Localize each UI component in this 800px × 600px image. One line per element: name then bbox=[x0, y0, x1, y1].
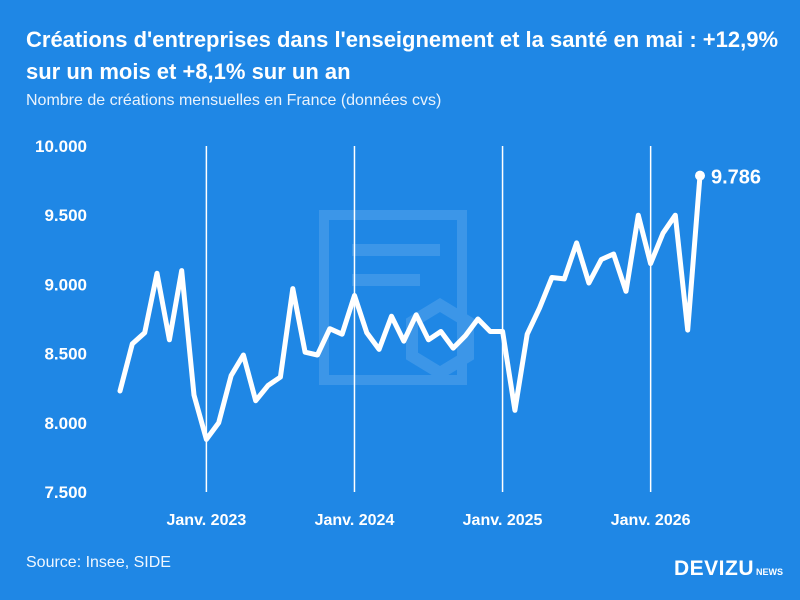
y-tick-label: 8.000 bbox=[44, 414, 87, 433]
y-tick-label: 9.000 bbox=[44, 275, 87, 294]
last-data-point bbox=[695, 170, 705, 181]
source-note: Source: Insee, SIDE bbox=[26, 554, 171, 571]
logo-main-text: DEVIZU bbox=[674, 557, 755, 580]
y-tick-label: 10.000 bbox=[35, 137, 87, 156]
x-tick-label: Janv. 2026 bbox=[611, 512, 691, 529]
x-tick-label: Janv. 2025 bbox=[463, 512, 543, 529]
logo-sub-text: NEWS bbox=[756, 567, 784, 577]
watermark-logo-icon bbox=[319, 210, 474, 385]
y-axis-ticks: 7.500 8.000 8.500 9.000 9.500 10.000 bbox=[35, 137, 87, 502]
chart-title: Créations d'entreprises dans l'enseignem… bbox=[26, 27, 779, 84]
x-gridlines bbox=[205, 146, 652, 492]
chart-subtitle: Nombre de créations mensuelles en France… bbox=[26, 92, 442, 109]
y-tick-label: 8.500 bbox=[44, 345, 87, 364]
x-axis-ticks: Janv. 2023 Janv. 2024 Janv. 2025 Janv. 2026 bbox=[167, 512, 691, 529]
series-line bbox=[117, 173, 703, 442]
x-tick-label: Janv. 2024 bbox=[315, 512, 395, 529]
x-tick-label: Janv. 2023 bbox=[167, 512, 247, 529]
devizu-logo: DEVIZU NEWS bbox=[674, 557, 783, 581]
last-value-label: 9.786 bbox=[711, 167, 761, 189]
y-tick-label: 7.500 bbox=[44, 483, 87, 502]
y-tick-label: 9.500 bbox=[44, 206, 87, 225]
